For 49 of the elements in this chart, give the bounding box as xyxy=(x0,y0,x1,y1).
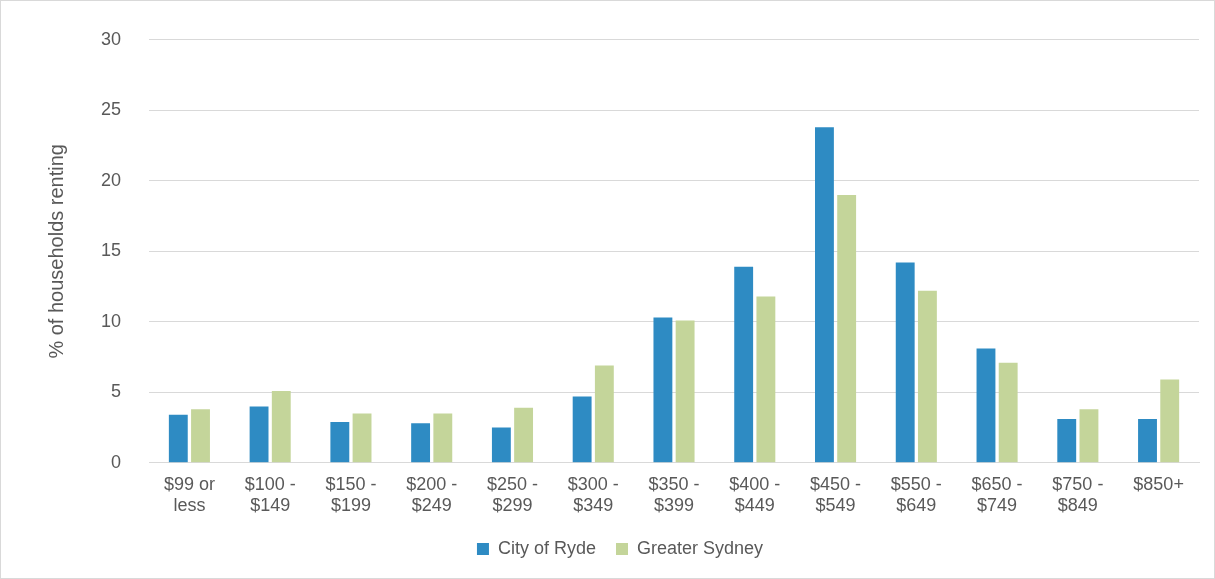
bar xyxy=(572,396,592,463)
bar xyxy=(653,317,673,463)
y-axis-title: % of households renting xyxy=(44,144,67,359)
bar xyxy=(411,423,431,463)
bar xyxy=(352,413,372,463)
bar xyxy=(734,266,754,463)
bar xyxy=(895,262,915,463)
x-tick-label: $250 - $299 xyxy=(486,473,538,516)
y-tick-label: 15 xyxy=(100,240,122,261)
x-tick-label: $550 - $649 xyxy=(890,473,942,516)
bar xyxy=(594,365,614,463)
y-tick-label: 5 xyxy=(111,381,122,402)
x-tick-label: $150 - $199 xyxy=(325,473,377,516)
bar xyxy=(433,413,453,463)
bar xyxy=(1057,419,1077,463)
y-tick-label: 10 xyxy=(100,310,122,331)
x-tick-label: $99 or less xyxy=(163,473,215,516)
y-tick-label: 20 xyxy=(100,169,122,190)
x-tick-label: $750 - $849 xyxy=(1052,473,1104,516)
x-tick-label: $400 - $449 xyxy=(729,473,781,516)
bar xyxy=(249,406,269,463)
bar xyxy=(191,409,210,463)
x-tick-label: $300 - $349 xyxy=(567,473,619,516)
bar xyxy=(1160,379,1180,463)
x-tick-label: $200 - $249 xyxy=(406,473,458,516)
bar xyxy=(1079,409,1099,463)
bar xyxy=(271,390,291,463)
x-tick-label: $350 - $399 xyxy=(648,473,700,516)
bar xyxy=(998,362,1018,463)
y-tick-label: 0 xyxy=(111,451,122,472)
bar xyxy=(514,407,534,463)
bar xyxy=(330,421,350,463)
bar xyxy=(756,296,776,463)
bar xyxy=(168,414,188,463)
x-tick-label: $650 - $749 xyxy=(971,473,1023,516)
y-tick-label: 30 xyxy=(100,28,122,49)
bar xyxy=(976,348,996,463)
bar xyxy=(917,290,937,463)
bar xyxy=(675,320,695,463)
bar xyxy=(815,127,834,463)
bar xyxy=(837,194,857,463)
legend-label: Greater Sydney xyxy=(636,537,764,558)
x-tick-label: $450 - $549 xyxy=(810,473,862,516)
bar xyxy=(491,427,511,463)
bar xyxy=(1138,419,1157,463)
legend-label: City of Ryde xyxy=(497,537,596,558)
x-tick-label: $850+ xyxy=(1133,473,1184,494)
y-tick-label: 25 xyxy=(100,99,122,120)
x-tick-label: $100 - $149 xyxy=(244,473,296,516)
